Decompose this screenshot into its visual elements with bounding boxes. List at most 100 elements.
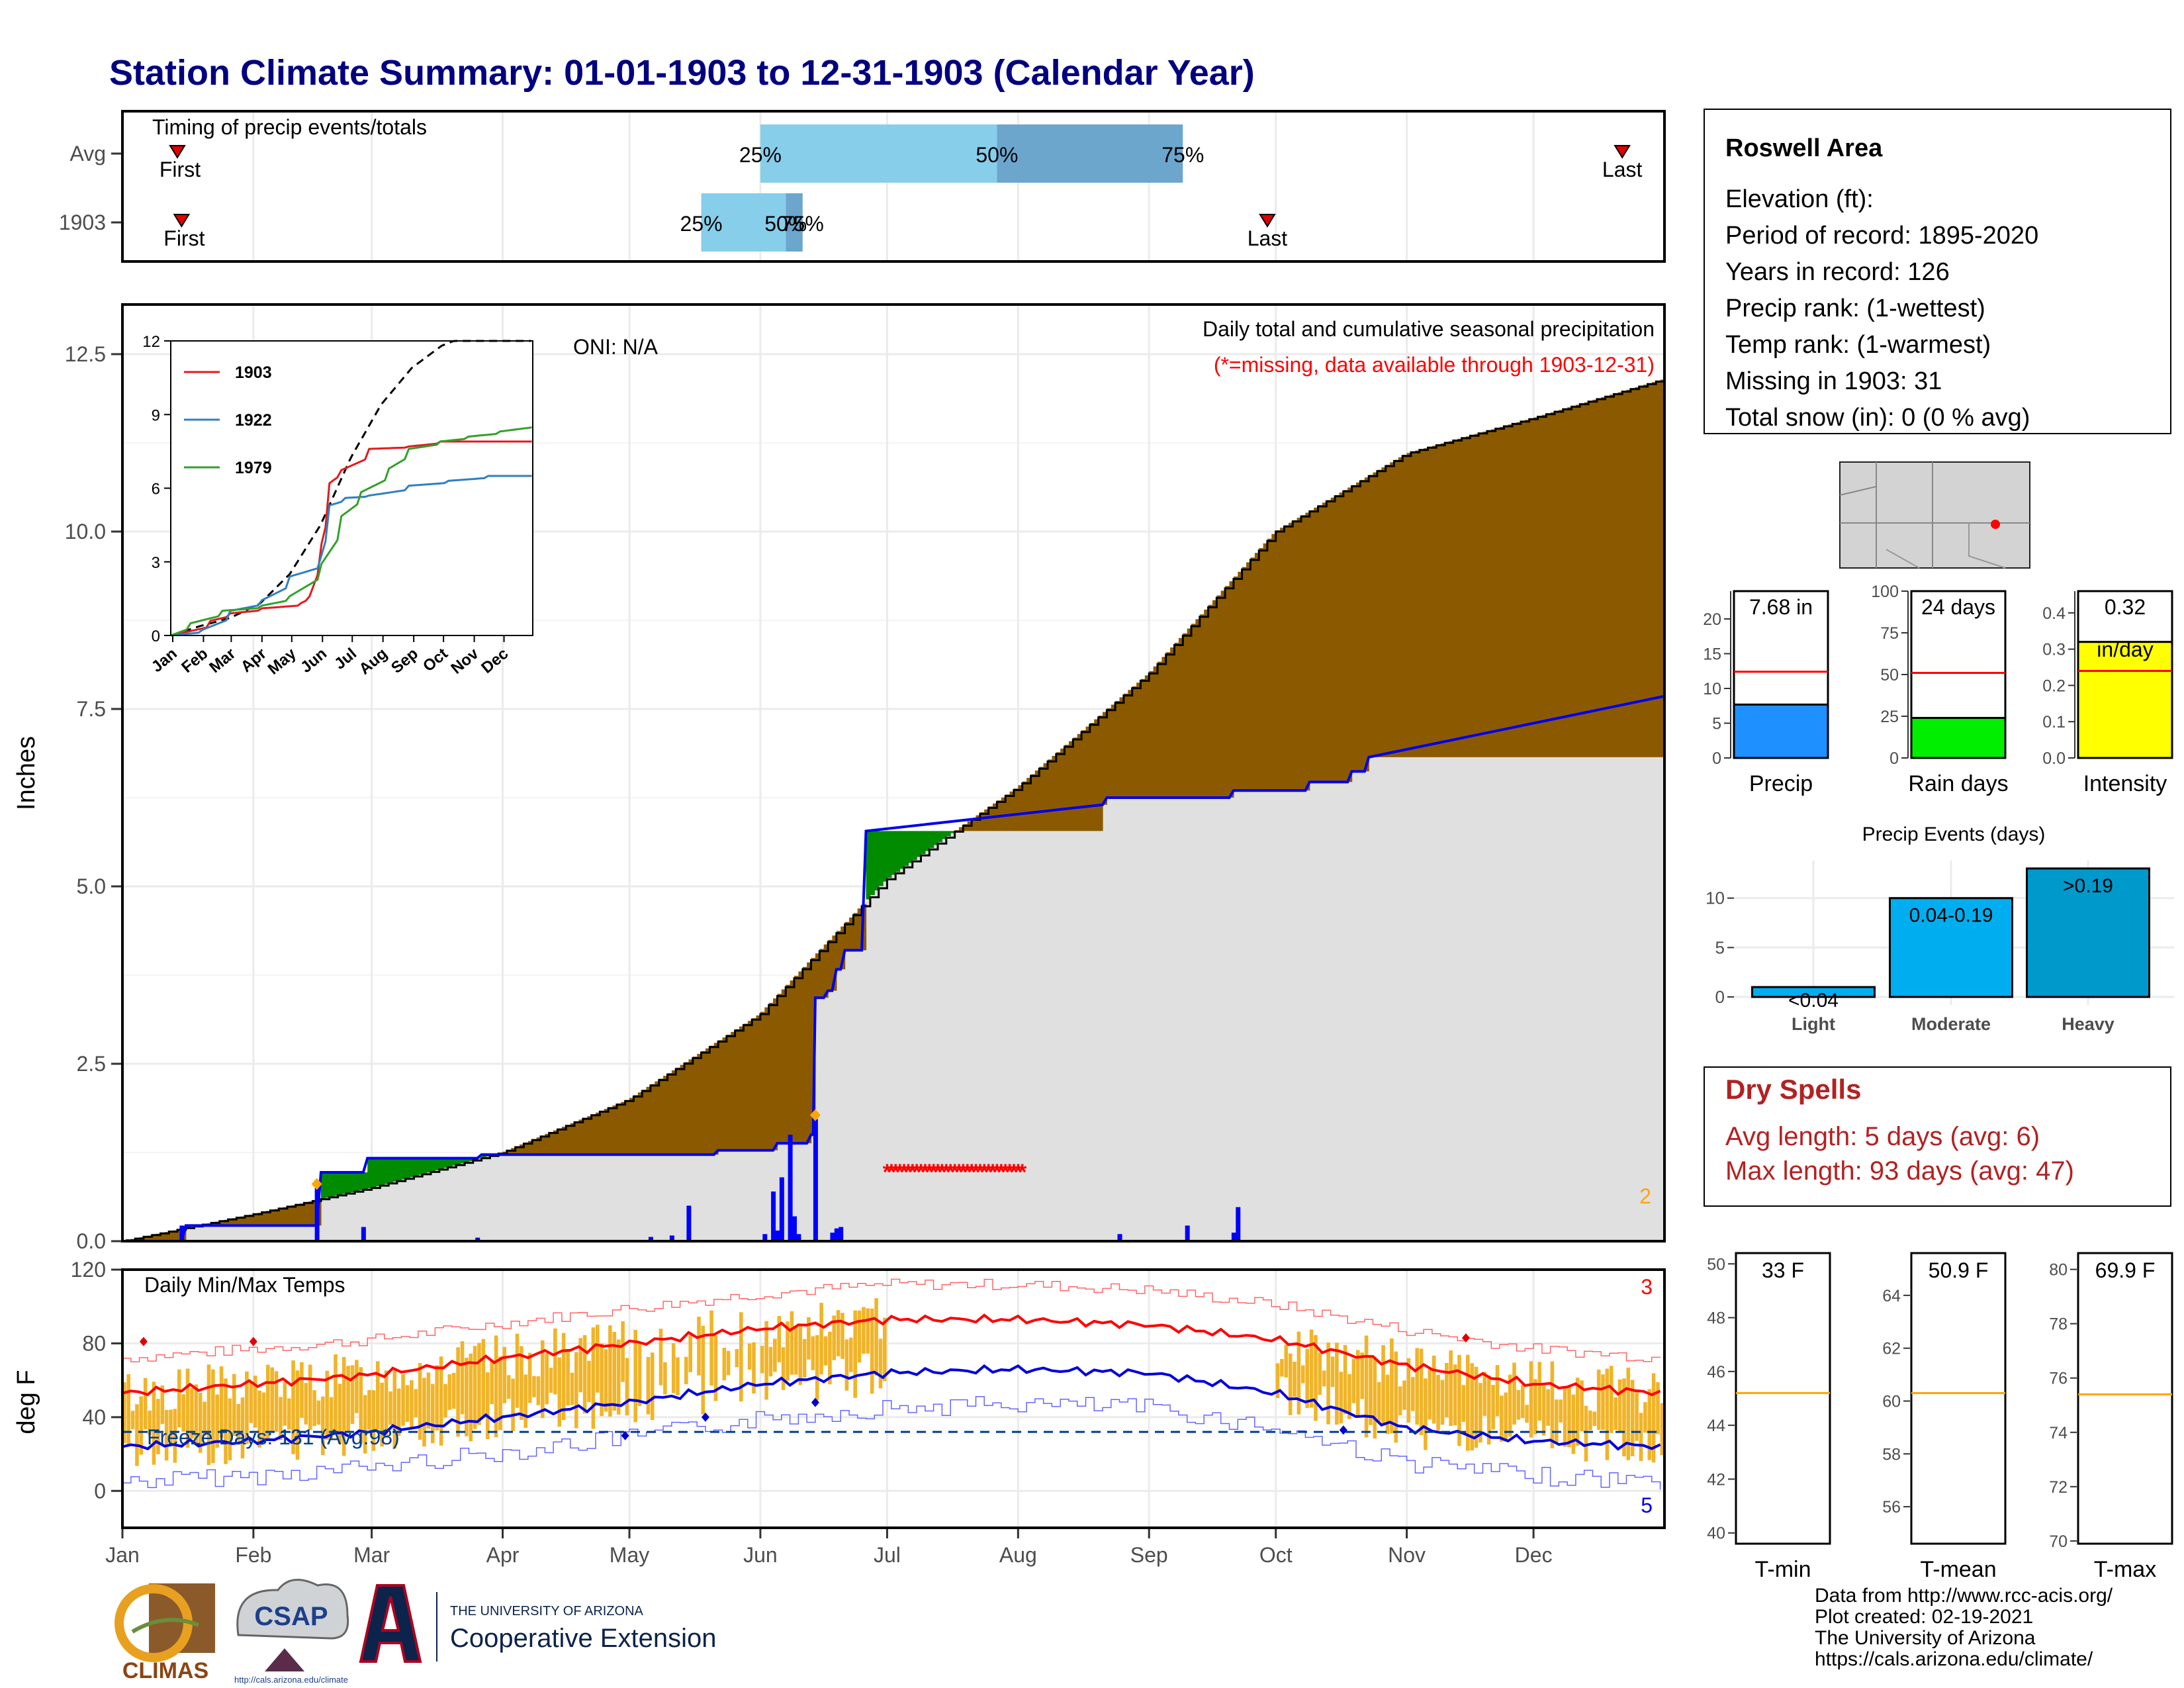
record-temp-marker bbox=[139, 1336, 148, 1346]
last-event-label: Last bbox=[1602, 158, 1643, 181]
summary-ytick-label: 0 bbox=[1889, 749, 1899, 768]
timing-bar-50-75 bbox=[786, 193, 803, 252]
missing-data-marker: * bbox=[895, 1160, 905, 1185]
max-precip-marker bbox=[311, 1178, 322, 1190]
summary-ytick-label: 0.1 bbox=[2042, 713, 2066, 731]
daily-precip-bar bbox=[779, 1177, 784, 1241]
daily-precip-bar bbox=[648, 1237, 653, 1241]
precip-ytick-label: 5.0 bbox=[77, 874, 106, 898]
temp-bar-ytick-label: 44 bbox=[1707, 1417, 1725, 1435]
daily-precip-bar bbox=[788, 1135, 793, 1241]
timing-pct-label: 75% bbox=[782, 212, 824, 236]
station-info-line: Precip rank: (1-wettest) bbox=[1725, 295, 1985, 322]
daily-precip-bar bbox=[796, 1234, 801, 1241]
temp-bar-ytick-label: 70 bbox=[2049, 1532, 2068, 1551]
daily-precip-bar bbox=[771, 1191, 776, 1241]
summary-ytick-label: 0 bbox=[1712, 749, 1721, 768]
last-event-label: Last bbox=[1248, 226, 1288, 250]
daily-precip-bar bbox=[834, 1228, 839, 1241]
missing-data-marker: * bbox=[993, 1160, 1002, 1185]
station-info-box: Roswell Area Elevation (ft): Period of rec… bbox=[1704, 109, 2171, 434]
footer-credit-line: https://cals.arizona.edu/climate/ bbox=[1815, 1648, 2093, 1670]
summary-ytick-label: 0.3 bbox=[2042, 641, 2066, 659]
inset-legend-label: 1903 bbox=[235, 363, 272, 382]
timing-panel-label: Timing of precip events/totals bbox=[152, 115, 427, 139]
record-temp-marker bbox=[1461, 1333, 1470, 1343]
last-event-marker bbox=[1614, 145, 1631, 159]
temp-bar-label: T-min bbox=[1755, 1557, 1811, 1582]
precip-base-fill bbox=[122, 696, 1664, 1241]
station-location-dot bbox=[1991, 520, 2000, 529]
daily-precip-bar bbox=[1231, 1233, 1236, 1241]
temp-panel-title: Daily Min/Max Temps bbox=[144, 1273, 345, 1297]
record-low-count: 5 bbox=[1641, 1493, 1653, 1517]
location-map bbox=[1839, 461, 2030, 569]
temp-bar-frame bbox=[1910, 1252, 2007, 1545]
first-event-marker bbox=[169, 145, 186, 159]
inset-avg-dashed-line bbox=[170, 340, 531, 637]
missing-data-marker: * bbox=[984, 1160, 993, 1185]
freeze-days-label: Freeze Days: 131 (Avg:98) bbox=[147, 1425, 400, 1449]
last-event-marker bbox=[1259, 214, 1276, 228]
summary-ytick-label: 50 bbox=[1880, 666, 1899, 684]
missing-data-marker: * bbox=[912, 1160, 921, 1185]
record-temp-marker bbox=[249, 1336, 257, 1346]
missing-data-marker: * bbox=[921, 1160, 930, 1185]
missing-data-marker: * bbox=[942, 1160, 951, 1185]
missing-data-marker: * bbox=[938, 1160, 947, 1185]
missing-data-marker: * bbox=[933, 1160, 942, 1185]
record-high-line bbox=[122, 1278, 1661, 1362]
timing-pct-label: 50% bbox=[976, 143, 1018, 167]
temp-bar-ytick-label: 80 bbox=[2049, 1261, 2068, 1280]
precip-events-chart: Precip Events (days) 0 5 10 <0.04 Light 0.04-0… bbox=[1706, 823, 2174, 1034]
missing-data-marker: * bbox=[925, 1160, 934, 1185]
daily-precip-bar bbox=[1185, 1225, 1190, 1241]
temp-bar-ytick-label: 50 bbox=[1707, 1255, 1725, 1274]
month-tick-label: Oct bbox=[1259, 1543, 1293, 1567]
summary-ytick-label: 10 bbox=[1703, 680, 1721, 698]
missing-data-marker: * bbox=[988, 1160, 997, 1185]
daily-precip-bar bbox=[1117, 1234, 1122, 1241]
precip-ytick-label: 0.0 bbox=[77, 1229, 106, 1253]
missing-data-marker: * bbox=[899, 1160, 909, 1185]
station-info-line: Years in record: 126 bbox=[1725, 258, 1950, 286]
first-event-marker bbox=[173, 214, 191, 228]
daily-precip-bar bbox=[686, 1205, 692, 1241]
missing-data-marker: * bbox=[959, 1160, 968, 1185]
daily-precip-bar bbox=[762, 1234, 768, 1241]
missing-data-marker: * bbox=[908, 1160, 917, 1185]
inset-ytick-label: 0 bbox=[152, 628, 160, 645]
year-cumulative-line bbox=[122, 694, 1665, 1243]
month-tick-label: May bbox=[610, 1543, 649, 1567]
station-info-line: Elevation (ft): bbox=[1725, 185, 1874, 213]
footer-credit-line: Data from http://www.rcc-acis.org/ bbox=[1815, 1585, 2113, 1607]
station-info-line: Total snow (in): 0 (0 % avg) bbox=[1725, 404, 2030, 432]
climas-logo-text: CLIMAS bbox=[122, 1658, 208, 1683]
missing-data-marker: * bbox=[1009, 1160, 1019, 1185]
missing-data-marker: * bbox=[950, 1160, 960, 1185]
precip-event-bar bbox=[1889, 897, 2013, 998]
temp-ytick-label: 80 bbox=[82, 1331, 106, 1355]
temp-panel: Daily Min/Max Temps Freeze Days: 131 (Avg… bbox=[13, 1258, 1666, 1567]
missing-data-marker: * bbox=[946, 1160, 956, 1185]
precip-panel-frame bbox=[121, 303, 1666, 1243]
inset-legend-label: 1979 bbox=[235, 459, 272, 477]
record-temp-marker bbox=[811, 1397, 819, 1407]
dry-spells-title: Dry Spells bbox=[1725, 1074, 1861, 1105]
ua-a-logo bbox=[359, 1584, 422, 1663]
dry-spells-max: Max length: 93 days (avg: 47) bbox=[1725, 1156, 2074, 1186]
missing-data-marker: * bbox=[1001, 1160, 1011, 1185]
temp-bar-ytick-label: 62 bbox=[1882, 1340, 1901, 1358]
timing-bar-50-75 bbox=[997, 124, 1183, 183]
month-tick-label: Nov bbox=[1388, 1543, 1426, 1567]
dry-spells-frame bbox=[1704, 1066, 2171, 1207]
missing-data-marker: * bbox=[972, 1160, 981, 1185]
temp-bar-ytick-label: 64 bbox=[1882, 1287, 1901, 1305]
temp-bar-frame bbox=[1735, 1252, 1831, 1545]
daily-precip-bar bbox=[839, 1227, 844, 1241]
temperature-bar-charts: 33 F T-min 40 42 44 46 48 50 50.9 F T-mean 56 58 60 6… bbox=[1707, 1252, 2173, 1582]
inset-series-line bbox=[170, 426, 532, 637]
max-precip-marker bbox=[809, 1109, 821, 1121]
